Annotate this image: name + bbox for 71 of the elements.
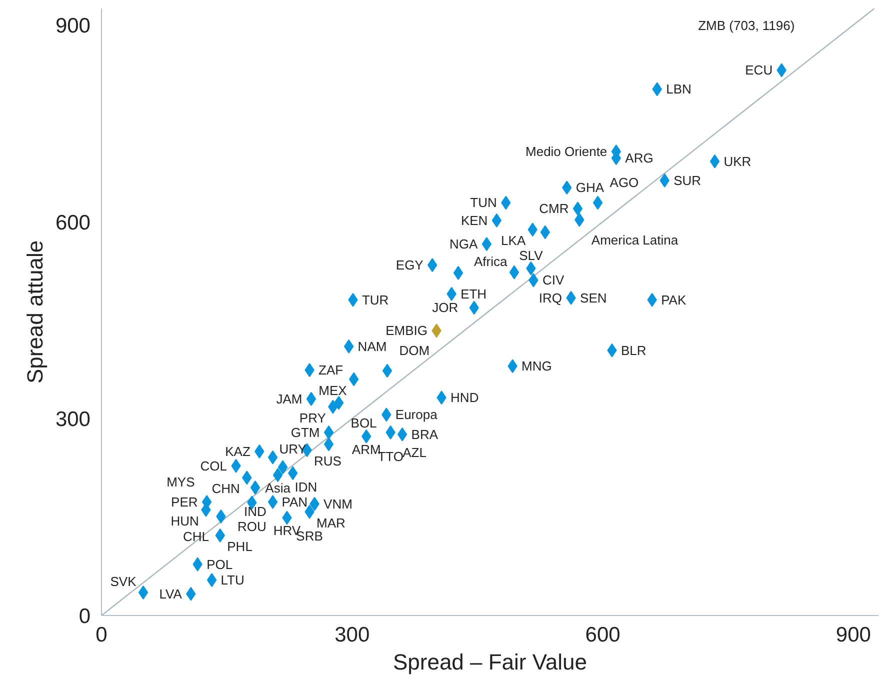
annotation: PRY: [299, 410, 326, 426]
annotation: ARM: [352, 442, 381, 457]
annotation: ROU: [237, 519, 266, 534]
annotation: MEX: [318, 382, 348, 398]
annotation: SEN: [580, 290, 607, 306]
x-axis-title: Spread – Fair Value: [392, 650, 588, 674]
annotation: UKR: [724, 154, 752, 169]
annotation: ZMB (703, 1196): [698, 18, 795, 33]
annotation: EMBIG: [386, 323, 428, 338]
annotation: ETH: [460, 286, 487, 302]
annotation: RUS: [314, 454, 342, 469]
annotation: ECU: [745, 62, 773, 78]
annotation: POL: [206, 556, 233, 572]
annotation: KAZ: [225, 444, 250, 459]
annotation: MYS: [166, 474, 196, 490]
annotation: EGY: [396, 258, 424, 273]
annotation: MAR: [316, 515, 346, 530]
annotation: BRA: [411, 426, 438, 442]
annotation: CHN: [212, 481, 240, 496]
annotation: PAN: [282, 494, 308, 510]
annotation: COL: [200, 458, 228, 474]
annotation: HND: [450, 390, 479, 406]
annotation: IND: [244, 504, 266, 520]
annotation: AGO: [610, 175, 639, 190]
y-tick-label: 0: [78, 605, 91, 628]
x-tick-label: 300: [334, 624, 370, 646]
annotation: BLR: [620, 342, 646, 358]
annotation: ARG: [625, 150, 654, 166]
annotation: NGA: [449, 236, 478, 252]
annotation: NAM: [358, 338, 387, 354]
x-tick-label: 0: [96, 624, 108, 646]
annotation: AZL: [402, 444, 426, 460]
annotation: SUR: [674, 172, 702, 188]
annotation: DOM: [399, 343, 430, 358]
annotation: Asia: [265, 480, 292, 496]
annotation: PAK: [661, 292, 686, 308]
annotation: PER: [171, 494, 198, 510]
annotation: HUN: [170, 513, 199, 528]
annotation: Africa: [474, 254, 508, 269]
annotation: MNG: [522, 358, 552, 374]
x-tick-label: 600: [585, 624, 620, 646]
annotation: CHL: [182, 528, 209, 544]
y-tick-label: 600: [55, 211, 91, 234]
annotation: GTM: [290, 424, 320, 440]
annotation: VNM: [324, 496, 352, 512]
annotation: LKA: [501, 233, 526, 248]
x-tick-label: 900: [836, 624, 871, 646]
annotation: America Latina: [591, 232, 679, 248]
annotation: CIV: [542, 272, 564, 288]
annotation: Europa: [395, 407, 438, 422]
annotation: KEN: [460, 212, 488, 228]
annotation: SVK: [110, 574, 137, 590]
annotation: JAM: [276, 391, 302, 406]
annotation: LBN: [666, 82, 692, 97]
annotation: TUR: [362, 292, 389, 308]
annotation: LTU: [220, 572, 244, 588]
annotation: JOR: [432, 300, 458, 316]
annotation: ZAF: [318, 362, 344, 378]
annotation: LVA: [159, 586, 182, 602]
y-tick-label: 300: [55, 408, 91, 432]
y-axis-title: Spread attuale: [22, 240, 48, 384]
annotation: SLV: [519, 248, 544, 263]
annotation: Medio Oriente: [526, 144, 608, 160]
y-tick-label: 900: [55, 14, 91, 38]
annotation: GHA: [576, 180, 604, 196]
annotation: CMR: [539, 201, 569, 216]
annotation: IDN: [294, 480, 318, 495]
annotation: BOL: [350, 415, 377, 430]
annotation: PHL: [227, 538, 252, 554]
annotation: TUN: [470, 195, 497, 210]
annotation: IRQ: [538, 290, 562, 306]
